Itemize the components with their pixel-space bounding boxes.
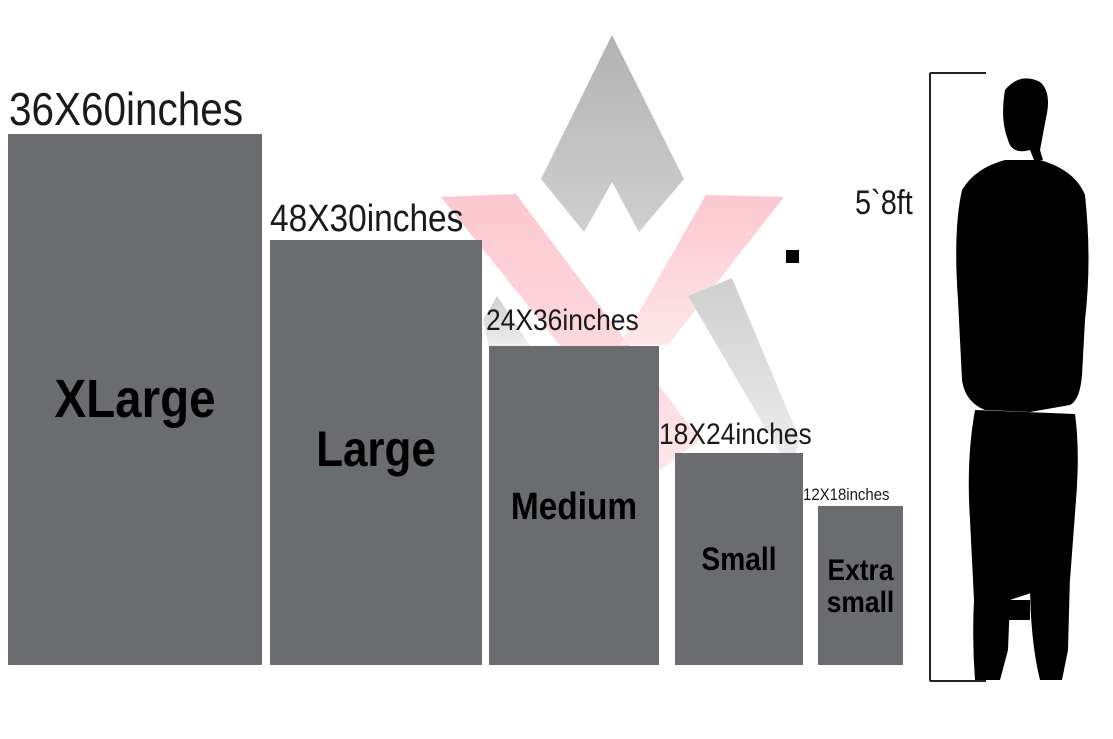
person-height-label: 5`8ft [855,184,913,222]
extra-small-label-line2: small [826,586,895,619]
xlarge-box: XLarge [8,134,262,665]
large-box: Large [270,240,482,665]
small-dimensions: 18X24inches [659,418,812,451]
medium-label: Medium [510,486,638,528]
small-label: Small [701,541,777,577]
extra-small-box: Extra small [818,506,903,665]
person-silhouette [956,78,1089,680]
xlarge-label: XLarge [54,369,216,429]
xlarge-dimensions: 36X60inches [9,83,244,135]
medium-box: Medium [489,346,659,665]
watermark-lower-stroke-left [483,296,530,346]
large-dimensions: 48X30inches [270,198,464,240]
small-box: Small [675,453,803,665]
height-bracket [929,72,986,682]
medium-dimensions: 24X36inches [486,304,639,337]
watermark-arrowhead [541,35,684,232]
small-square-marker [786,250,799,263]
watermark-lower-stroke-right [688,278,800,470]
watermark-x-right-arm [620,195,784,345]
extra-small-label-line1: Extra [827,554,894,587]
extra-small-dimensions: 12X18inches [803,485,890,504]
large-label: Large [316,421,436,477]
